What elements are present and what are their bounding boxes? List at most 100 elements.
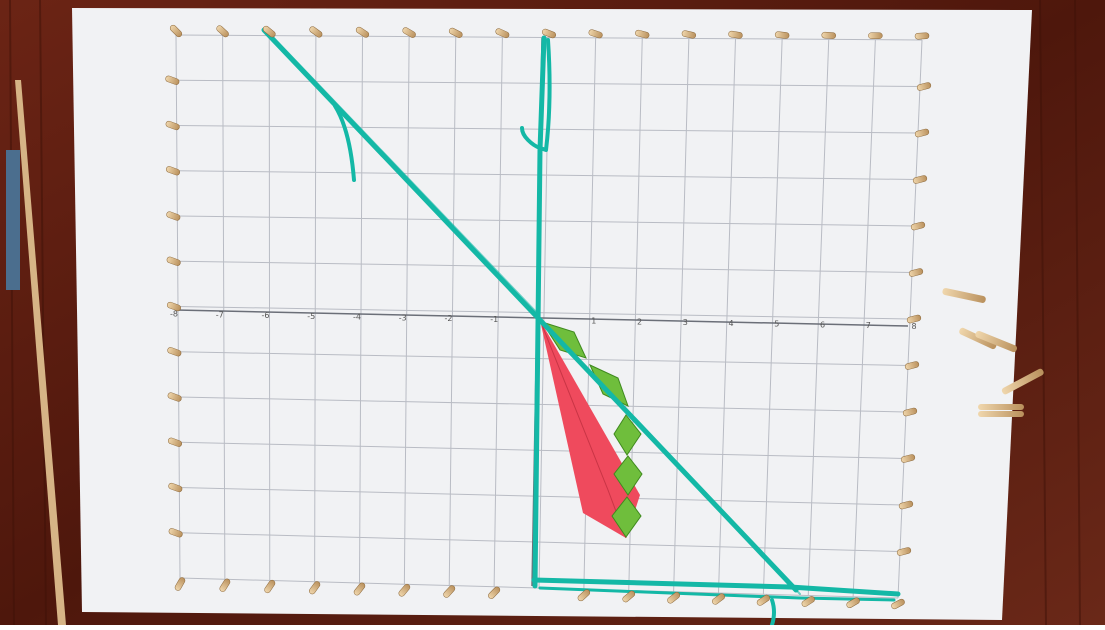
peg — [402, 27, 416, 38]
peg — [774, 31, 790, 39]
grid-line-horizontal — [176, 170, 917, 180]
grid-line-horizontal — [177, 215, 915, 227]
blue-object-edge — [6, 150, 20, 290]
peg — [166, 211, 181, 221]
x-axis-tick-label: 1 — [591, 317, 596, 326]
x-axis-tick-label: -2 — [445, 314, 453, 323]
peg — [914, 32, 930, 40]
x-axis-tick-label: 5 — [774, 320, 779, 329]
peg — [219, 578, 231, 592]
peg — [309, 26, 323, 38]
peg — [264, 579, 276, 594]
peg — [166, 301, 182, 312]
yarn-bottom-double — [538, 586, 896, 602]
x-axis-labels: -8 -7 -6 -5 -4 -3 -2 -1 1 2 3 4 5 6 7 8 — [170, 310, 917, 332]
peg — [904, 361, 920, 370]
loose-peg — [978, 404, 1024, 410]
peg — [165, 166, 181, 176]
peg — [165, 120, 180, 131]
yarn-vertical-loop — [520, 38, 552, 152]
peg — [166, 256, 181, 266]
peg — [801, 596, 815, 607]
yarn-branch — [333, 104, 356, 182]
peg — [353, 582, 366, 596]
grid-line-horizontal — [178, 351, 909, 366]
x-axis-tick-label: 2 — [637, 317, 642, 326]
peg — [588, 29, 603, 39]
grid-line-horizontal — [178, 396, 907, 413]
peg — [681, 30, 697, 39]
peg — [309, 581, 321, 595]
x-axis-tick-label: 7 — [866, 321, 871, 330]
peg — [262, 25, 276, 38]
peg — [914, 128, 930, 138]
x-axis-tick-label: 4 — [728, 319, 733, 328]
x-axis-tick-label: -5 — [307, 312, 315, 321]
green-diamond-3 — [613, 414, 642, 456]
loose-peg — [975, 330, 1017, 353]
loose-peg — [942, 288, 986, 303]
peg — [868, 32, 883, 39]
peg — [577, 589, 591, 602]
loose-peg — [1001, 368, 1044, 395]
x-axis-tick-label: 3 — [683, 318, 688, 327]
red-paper-shape — [540, 320, 640, 538]
x-axis-tick-label: -8 — [170, 310, 178, 319]
peg — [398, 583, 411, 597]
grid-line-horizontal — [179, 532, 901, 552]
wooden-stick — [15, 80, 66, 625]
peg — [622, 590, 636, 603]
x-axis-tick-label: -1 — [490, 315, 498, 324]
peg — [900, 454, 916, 463]
green-diamond-4 — [613, 455, 643, 496]
x-axis-tick-label: -6 — [262, 311, 270, 320]
peg — [846, 597, 860, 608]
peg — [168, 482, 183, 493]
peg — [495, 28, 510, 39]
peg — [916, 82, 932, 91]
x-axis-tick-label: 6 — [820, 320, 825, 329]
loose-peg — [978, 411, 1024, 417]
peg — [174, 577, 186, 591]
coordinate-grid — [175, 34, 923, 599]
wood-grain — [9, 0, 1081, 626]
grid-line-horizontal — [179, 487, 903, 506]
peg — [728, 30, 743, 39]
peg — [821, 31, 836, 39]
yarn-diagonal-fuzz — [269, 33, 801, 595]
peg — [898, 500, 914, 510]
x-axis-tick-label: -4 — [353, 313, 361, 322]
grid-line-horizontal — [177, 306, 911, 320]
peg — [902, 407, 918, 417]
peg — [443, 585, 456, 598]
peg — [216, 25, 229, 38]
peg — [906, 314, 922, 324]
grid-line-horizontal — [175, 34, 923, 41]
x-axis-tick-label: 8 — [911, 322, 916, 331]
yarn-bottom — [531, 577, 901, 597]
paper-sheet — [72, 8, 1032, 620]
grid-line-horizontal — [177, 260, 913, 273]
peg — [908, 268, 924, 277]
wooden-pegs — [165, 24, 932, 610]
peg — [910, 221, 926, 231]
peg — [667, 592, 681, 604]
peg — [912, 175, 928, 184]
peg — [167, 437, 183, 447]
green-diamond-5 — [611, 496, 642, 538]
peg — [891, 598, 905, 610]
yarn-tail — [770, 598, 776, 627]
x-axis-tick-label: -3 — [399, 313, 407, 322]
grid-line-horizontal — [178, 441, 905, 459]
peg — [355, 26, 370, 38]
loose-peg — [959, 327, 997, 350]
loose-pegs — [942, 288, 1044, 417]
green-yarn — [261, 27, 901, 627]
peg — [488, 586, 501, 599]
x-axis-tick-label: -7 — [216, 310, 224, 319]
peg — [448, 27, 463, 38]
peg — [756, 594, 770, 606]
peg — [169, 24, 183, 38]
